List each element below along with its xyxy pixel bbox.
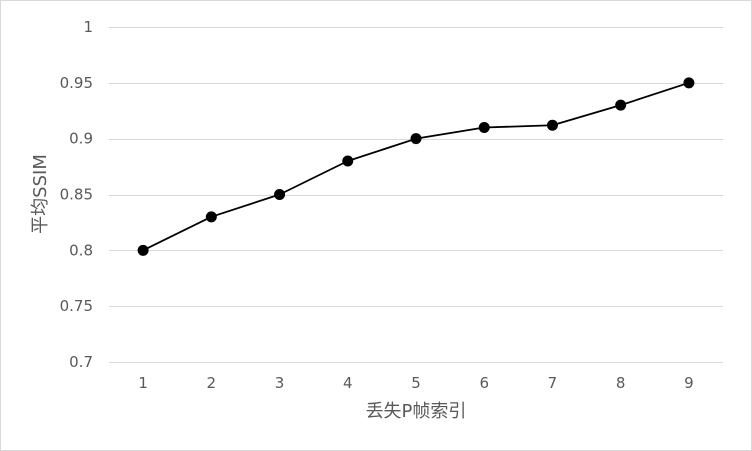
data-points — [137, 77, 695, 256]
data-point-marker — [342, 155, 354, 167]
y-tick-label: 0.75 — [60, 297, 93, 315]
y-tick-label: 0.95 — [60, 74, 93, 92]
x-tick-label: 4 — [343, 374, 353, 392]
x-tick-label: 2 — [207, 374, 217, 392]
x-tick-label: 7 — [548, 374, 558, 392]
data-point-marker — [274, 189, 286, 200]
x-tick-label: 8 — [616, 374, 626, 392]
data-point-marker — [205, 211, 217, 223]
y-axis-title: 平均SSIM — [30, 154, 51, 234]
x-tick-label: 1 — [138, 374, 148, 392]
data-point-marker — [137, 244, 149, 256]
y-tick-label: 0.85 — [60, 186, 93, 204]
x-tick-label: 3 — [275, 374, 285, 392]
x-tick-label: 5 — [411, 374, 421, 392]
data-point-marker — [683, 77, 695, 89]
y-tick-label: 0.8 — [69, 241, 93, 259]
y-tick-label: 0.7 — [69, 353, 93, 371]
gridlines — [109, 27, 723, 363]
data-point-marker — [546, 119, 558, 131]
series-line — [142, 81, 690, 252]
x-tick-label: 6 — [479, 374, 489, 392]
y-axis-tick-labels: 0.7 0.75 0.8 0.85 0.9 0.95 1 — [60, 18, 93, 371]
x-tick-label: 9 — [684, 374, 694, 392]
y-tick-label: 0.9 — [69, 130, 93, 148]
y-tick-label: 1 — [83, 18, 93, 36]
series-line-group — [142, 81, 690, 252]
x-axis-tick-labels: 1 2 3 4 5 6 7 8 9 — [138, 374, 693, 392]
data-point-marker — [615, 99, 627, 111]
data-point-marker — [478, 122, 490, 133]
data-point-marker — [410, 133, 422, 145]
x-axis-title: 丢失P帧索引 — [366, 401, 467, 422]
